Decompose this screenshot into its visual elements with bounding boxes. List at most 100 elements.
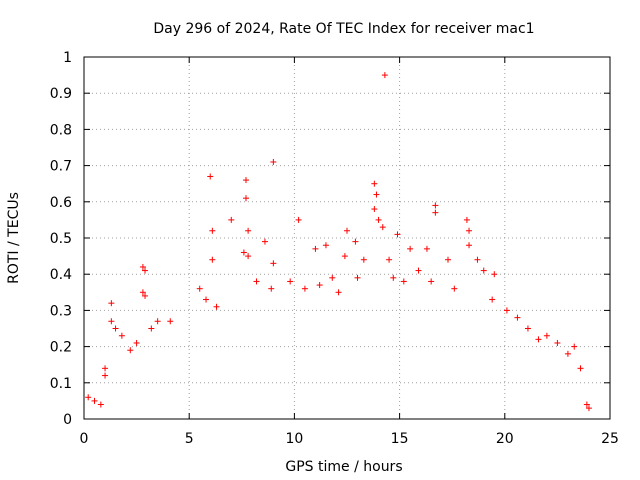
data-point [474, 256, 481, 263]
y-tick-label: 0 [63, 412, 72, 428]
data-point [571, 343, 578, 350]
data-point [432, 202, 439, 209]
y-tick-label: 0.6 [50, 195, 72, 211]
data-point [463, 216, 470, 223]
data-point [102, 372, 109, 379]
data-point [423, 245, 430, 252]
data-point [243, 177, 250, 184]
data-point [112, 325, 119, 332]
data-point [352, 238, 359, 245]
y-tick-label: 0.5 [50, 231, 72, 247]
data-point [243, 195, 250, 202]
data-point [85, 394, 92, 401]
y-tick-label: 1 [63, 50, 72, 66]
data-point [240, 249, 247, 256]
data-point [329, 274, 336, 281]
data-point [466, 227, 473, 234]
data-point [400, 278, 407, 285]
data-point [91, 397, 98, 404]
data-point [379, 224, 386, 231]
data-point [142, 267, 149, 274]
chart-title: Day 296 of 2024, Rate Of TEC Index for r… [153, 21, 534, 37]
y-tick-label: 0.8 [50, 122, 72, 138]
data-point [108, 300, 115, 307]
data-point [322, 242, 329, 249]
y-tick-label: 0.2 [50, 340, 72, 356]
data-point [491, 271, 498, 278]
data-points [85, 72, 592, 412]
data-point [543, 332, 550, 339]
data-point [207, 173, 214, 180]
data-point [154, 318, 161, 325]
data-point [524, 325, 531, 332]
data-point [196, 285, 203, 292]
data-point [415, 267, 422, 274]
data-point [148, 325, 155, 332]
x-tick-label: 15 [391, 431, 409, 447]
data-point [564, 350, 571, 357]
y-tick-labels: 0 0.1 0.2 0.3 0.4 0.5 0.6 0.7 0.8 0.9 1 [50, 50, 72, 428]
x-tick-label: 10 [285, 431, 303, 447]
data-point [139, 289, 146, 296]
data-point [386, 256, 393, 263]
data-point [503, 307, 510, 314]
data-point [270, 260, 277, 267]
data-point [335, 289, 342, 296]
data-point [139, 263, 146, 270]
data-point [108, 318, 115, 325]
data-point [381, 72, 388, 79]
data-point [127, 347, 134, 354]
data-point [371, 180, 378, 187]
data-point [295, 216, 302, 223]
data-point [213, 303, 220, 310]
data-point [209, 256, 216, 263]
data-point [428, 278, 435, 285]
data-point [253, 278, 260, 285]
data-point [354, 274, 361, 281]
data-point [268, 285, 275, 292]
data-point [489, 296, 496, 303]
data-point [577, 365, 584, 372]
data-point [341, 253, 348, 260]
data-point [312, 245, 319, 252]
data-point [118, 332, 125, 339]
data-point [301, 285, 308, 292]
data-point [102, 365, 109, 372]
x-tick-label: 20 [496, 431, 514, 447]
data-point [245, 253, 252, 260]
x-axis-label: GPS time / hours [285, 459, 402, 475]
data-point [287, 278, 294, 285]
data-point [514, 314, 521, 321]
data-point [373, 191, 380, 198]
data-point [444, 256, 451, 263]
data-point [583, 401, 590, 408]
data-point [209, 227, 216, 234]
x-tick-labels: 0 5 10 15 20 25 [80, 431, 619, 447]
y-axis-label: ROTI / TECUs [6, 192, 22, 284]
data-point [407, 245, 414, 252]
data-point [245, 227, 252, 234]
y-tick-label: 0.1 [50, 376, 72, 392]
data-point [133, 339, 140, 346]
data-point [344, 227, 350, 234]
x-tick-label: 5 [185, 431, 194, 447]
y-tick-label: 0.9 [50, 86, 72, 102]
data-point [394, 231, 401, 238]
data-point [97, 401, 104, 408]
data-point [142, 292, 149, 299]
y-tick-label: 0.7 [50, 159, 72, 175]
data-point [451, 285, 458, 292]
data-point [360, 256, 367, 263]
data-point [261, 238, 268, 245]
data-point [585, 405, 592, 412]
data-point [432, 209, 439, 216]
data-point [480, 267, 487, 274]
data-point [466, 242, 473, 249]
grid [84, 57, 610, 419]
data-point [203, 296, 210, 303]
data-point [554, 339, 561, 346]
data-point [375, 216, 382, 223]
x-tick-label: 0 [80, 431, 89, 447]
